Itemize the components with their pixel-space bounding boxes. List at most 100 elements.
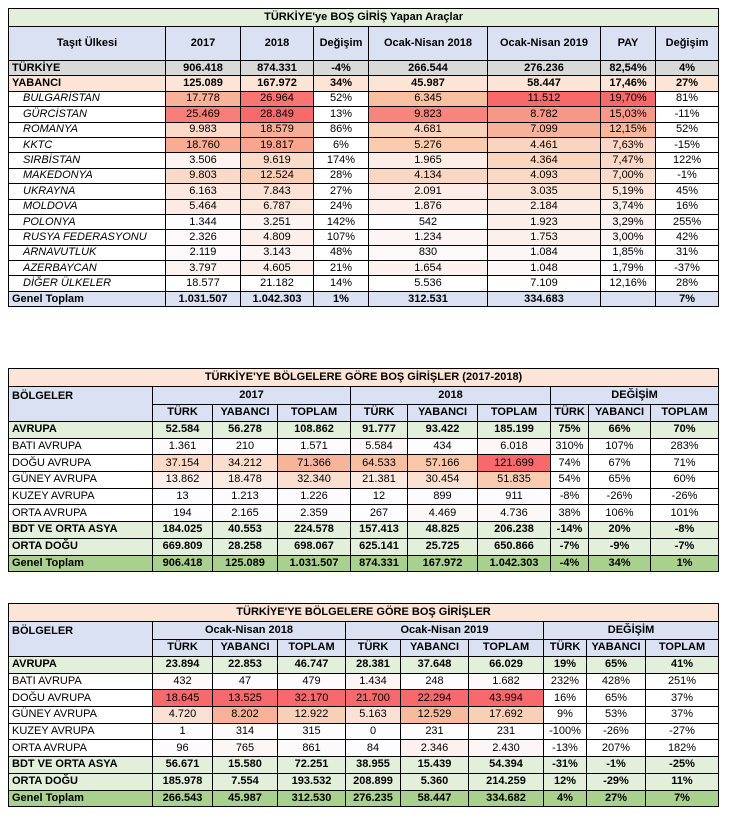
table-cell: 1.344 [165,213,241,231]
table-row: BDT VE ORTA ASYA 184.025 40.553 224.578 157.… [8,521,720,539]
table-cell: 4.134 [368,167,488,185]
row-label: Genel Toplam [8,554,153,573]
table-row: GÜRCİSTAN 25.469 28.849 13% 9.823 8.782 15,03%… [8,106,720,123]
table-cell: 9% [543,706,587,724]
group-header: DEĞİŞİM [549,386,720,405]
table-cell: 232% [543,672,587,691]
table-cell: 13.862 [152,471,213,489]
table-cell: 66.029 [468,656,544,674]
table-cell: 81% [654,90,720,108]
table-cell: -26% [586,722,646,741]
table-cell: 34% [313,75,369,92]
row-label: GÜNEY AVRUPA [8,706,153,724]
table-cell: 21.381 [350,471,408,489]
column-header: Ocak-Nisan 2018 [368,26,488,61]
table-cell: 266.543 [152,789,213,808]
row-label: BULGARİSTAN [8,90,166,108]
row-label: ORTA AVRUPA [8,739,153,758]
table-cell: 7,63% [600,136,656,154]
table-cell: -29% [586,772,646,791]
table-cell: 1.226 [277,487,351,506]
column-header: TÜRK [152,403,213,422]
table-cell: -7% [550,537,589,556]
table-cell: 207% [586,739,646,758]
table-cell: -31% [543,756,587,774]
table-cell: 28.381 [345,656,401,674]
table-cell: 3,29% [600,213,656,231]
table-cell: 17,46% [600,75,656,92]
table-row: YABANCI 125.089 167.972 34% 45.987 58.447 17,4… [8,75,720,92]
table-cell: 698.067 [277,537,351,556]
table-cell: 54% [550,471,589,489]
table-cell: 334.683 [487,290,601,308]
table-cell: 21.700 [345,689,401,708]
table-cell: 1,85% [600,244,656,262]
table-cell: 18.645 [152,689,213,708]
row-label: ARNAVUTLUK [8,244,166,262]
table-cell: 32.340 [277,471,351,489]
group-header: Ocak-Nisan 2018 [152,621,346,640]
table-cell: 7.099 [487,121,601,138]
table-cell: 16% [654,198,720,215]
table-cell: 21.182 [240,275,314,292]
table-cell: 1.048 [487,260,601,277]
table-cell: 60% [649,471,720,489]
column-header: TÜRK [152,638,213,657]
table-cell: 46.747 [277,656,346,674]
table-cell: 51.835 [477,471,551,489]
table-cell: 23.894 [152,656,213,674]
table-cell: 125.089 [165,75,241,92]
table-row: ORTA DOĞU 669.809 28.258 698.067 625.141 25.7… [8,537,720,556]
table-cell: 52.584 [152,421,213,439]
table-cell: 276.235 [345,789,401,808]
table-cell: 3,74% [600,198,656,215]
table-cell: 12.524 [240,167,314,185]
title-row: TÜRKİYE'YE BÖLGELERE GÖRE BOŞ GİRİŞLER [7,603,720,622]
table-cell: 185.978 [152,772,213,791]
row-label: BDT VE ORTA ASYA [8,521,153,539]
table-cell: 1 [152,722,213,741]
table-cell: 765 [212,739,278,758]
row-label: KKTC [8,136,166,154]
table-row: MOLDOVA 5.464 6.787 24% 1.876 2.184 3,74% 16% [8,198,720,215]
table-row: Genel Toplam 1.031.507 1.042.303 1% 312.531 3… [8,290,720,308]
table-cell: 13.525 [212,689,278,708]
table-cell: 27% [586,789,646,808]
table-cell: 906.418 [152,554,213,573]
table-cell: 56.671 [152,756,213,774]
column-header: 2017 [165,26,241,61]
table-cell: 12.529 [400,706,469,724]
table-cell: 21% [313,260,369,277]
table-row: AVRUPA 52.584 56.278 108.862 91.777 93.422 185… [8,421,720,439]
table-cell: 11.512 [487,90,601,108]
table-row: ARNAVUTLUK 2.119 3.143 48% 830 1.084 1,85% 31% [8,244,720,262]
table-title: TÜRKİYE'YE BÖLGELERE GÖRE BOŞ GİRİŞLER [7,603,720,622]
table-row: BULGARİSTAN 17.778 26.964 52% 6.345 11.512 19,… [8,90,720,108]
table-cell: 15,03% [600,106,656,123]
table-cell: 1% [649,554,720,573]
table-cell: 312.531 [368,290,488,308]
table-cell: 122% [654,152,720,169]
table-cell: 82,54% [600,59,656,77]
region-header: BÖLGELER [8,621,153,657]
table-cell: 184.025 [152,521,213,539]
table-cell: 2.091 [368,183,488,200]
column-header: 2018 [240,26,314,61]
table-cell: 5,19% [600,183,656,200]
table-cell: 91.777 [350,421,408,439]
table-cell: 312.530 [277,789,346,808]
column-header: Taşıt Ülkesi [8,26,166,61]
table-cell: 48% [313,244,369,262]
table-row: AVRUPA 23.894 22.853 46.747 28.381 37.648 66.0… [8,656,720,674]
table-cell: -100% [543,722,587,741]
table-cell: 52% [654,121,720,138]
row-label: GÜRCİSTAN [8,106,166,123]
table-cell: -11% [654,106,720,123]
table-cell: 66% [588,421,651,439]
table-row: KUZEY AVRUPA 1 314 315 0 231 231 -100% -26% -27% [8,722,720,741]
table-cell: 18.760 [165,136,241,154]
table-cell: 32.170 [277,689,346,708]
table-cell: 7% [654,290,720,308]
table-cell: 8.202 [212,706,278,724]
table-cell: 17.778 [165,90,241,108]
